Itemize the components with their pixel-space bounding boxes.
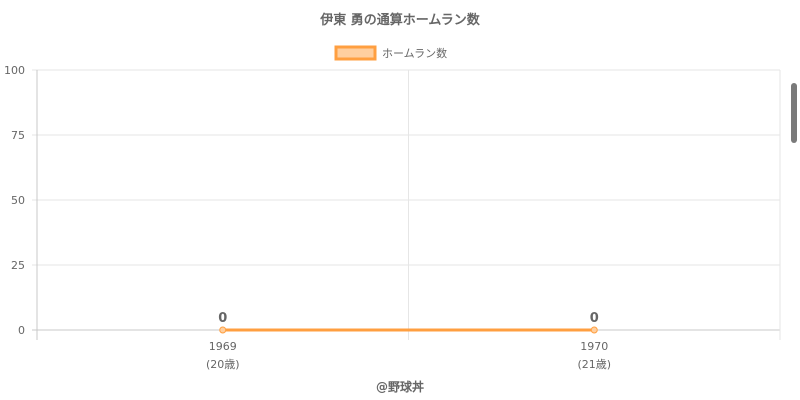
x-tick-label: 1970 [580,340,608,353]
scrollbar[interactable] [791,83,797,143]
data-label: 0 [590,311,599,326]
x-tick-sublabel: (20歳) [206,358,240,371]
data-point [219,326,227,334]
y-tick-label: 25 [11,259,25,272]
y-tick-label: 75 [11,129,25,142]
data-point [590,326,598,334]
y-tick-label: 100 [4,64,25,77]
x-tick-sublabel: (21歳) [577,358,611,371]
legend-swatch [334,45,377,61]
y-tick-label: 0 [18,324,25,337]
chart-title: 伊東 勇の通算ホームラン数 [319,12,480,28]
watermark: @野球丼 [376,379,424,394]
y-tick-label: 50 [11,194,25,207]
legend-label: ホームラン数 [382,47,447,60]
data-label: 0 [218,311,227,326]
x-tick-label: 1969 [209,340,237,353]
